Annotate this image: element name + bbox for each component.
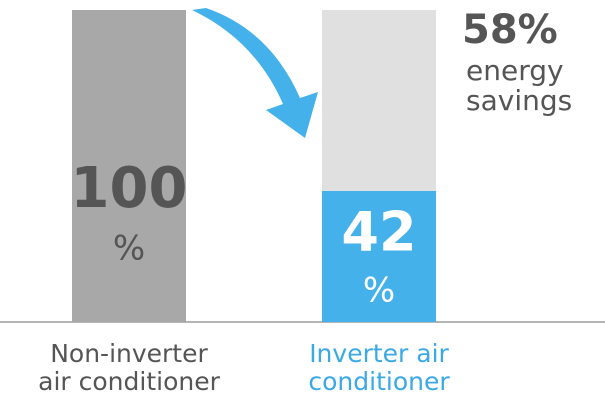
savings-segment [322, 10, 436, 191]
unit-label: % [363, 271, 395, 311]
value-label: 100 [71, 156, 188, 221]
category-label: Inverter air conditioner [308, 339, 450, 396]
bar [322, 190, 436, 322]
annotation-value: 58% [462, 7, 558, 53]
labels: 100% 42% 58% [71, 7, 558, 311]
marks [72, 10, 436, 322]
unit-label: % [113, 229, 145, 269]
value-label: 42 [341, 201, 416, 264]
category-label: Non-inverter air conditioner [38, 339, 220, 396]
bar [72, 10, 186, 322]
annotation-text: energy savings [466, 54, 573, 118]
arrow [192, 8, 318, 138]
